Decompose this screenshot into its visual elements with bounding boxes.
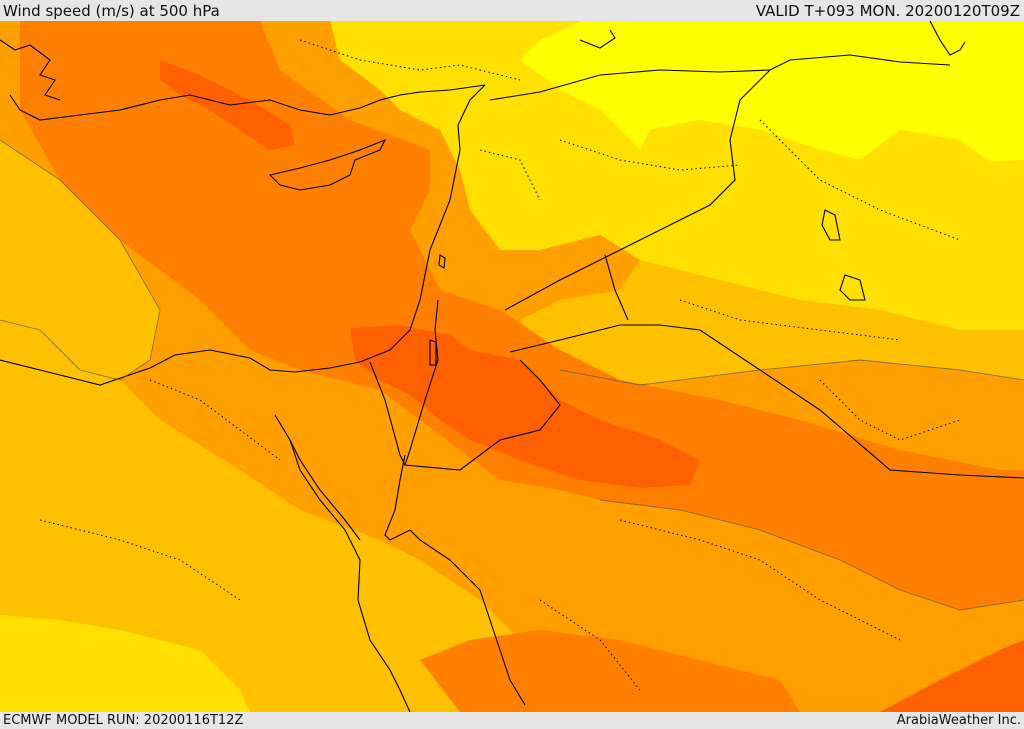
- lake-tiber: [821, 209, 841, 241]
- contour-line-east: [559, 359, 1024, 386]
- coastline-aegean-islands: [0, 39, 61, 101]
- model-run: ECMWF MODEL RUN: 20200116T12Z: [3, 713, 244, 728]
- border-egypt-israel: [369, 361, 406, 466]
- coastline-sinai-west: [289, 439, 361, 541]
- map-title: Wind speed (m/s) at 500 hPa: [3, 1, 220, 20]
- admin-border-north: [299, 39, 521, 81]
- border-iraq-syria: [489, 54, 951, 101]
- admin-borders: [39, 39, 961, 691]
- band-bright-yellow: [520, 21, 1024, 162]
- coastline-egypt-levant: [0, 84, 486, 386]
- contour-line-south: [599, 499, 1024, 611]
- band-max-southeast: [880, 640, 1024, 712]
- border-jordan-israel: [404, 299, 561, 471]
- credit-text: ArabiaWeather Inc.: [896, 713, 1021, 728]
- band-yellow-southwest: [0, 615, 250, 712]
- coastlines: [0, 21, 1024, 712]
- admin-border-south: [539, 599, 641, 691]
- coastline-gulf-of-aqaba: [384, 454, 526, 706]
- lake-sea-of-galilee: [438, 254, 446, 269]
- valid-time: VALID T+093 MON. 20200120T09Z: [755, 1, 1020, 20]
- border-saudi-jordan: [509, 324, 1024, 479]
- band-yellow-orange-west: [0, 140, 160, 380]
- admin-border-east: [759, 119, 961, 241]
- border-jordan-iraq: [504, 69, 771, 311]
- admin-border-far-east: [819, 379, 961, 441]
- coastline-black-sea: [579, 29, 616, 49]
- admin-border-west: [39, 519, 241, 601]
- band-deep-orange: [20, 21, 1024, 610]
- admin-border-south-east: [619, 519, 901, 641]
- coastline-caspian-edge: [929, 21, 966, 56]
- dead-sea: [429, 339, 437, 366]
- band-max-jet-core: [350, 325, 700, 488]
- map-canvas: [0, 21, 1024, 712]
- admin-border-north-east: [559, 139, 741, 171]
- admin-border-center: [679, 299, 901, 341]
- admin-border-levant: [479, 149, 541, 201]
- map-header: Wind speed (m/s) at 500 hPa VALID T+093 …: [0, 0, 1024, 21]
- contour-line-west: [0, 139, 161, 381]
- band-orange-south: [420, 630, 800, 712]
- band-max-north: [160, 60, 295, 150]
- border-saudi-iraq: [604, 254, 629, 321]
- coastline-gulf-of-suez: [274, 414, 411, 712]
- map-footer: ECMWF MODEL RUN: 20200116T12Z ArabiaWeat…: [0, 712, 1024, 729]
- coastline-turkey: [9, 84, 486, 121]
- contour-lines: [0, 139, 1024, 611]
- coastline-cyprus: [268, 138, 387, 191]
- wind-speed-map: [0, 21, 1024, 712]
- lake-razzaza: [839, 274, 866, 301]
